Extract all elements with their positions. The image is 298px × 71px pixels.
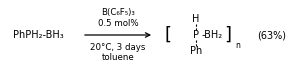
Text: [: [ [164,26,172,44]
Text: (63%): (63%) [257,30,286,40]
Text: ]: ] [224,26,232,44]
Text: PhPH₂-BH₃: PhPH₂-BH₃ [13,30,63,40]
Text: P: P [193,30,199,40]
Text: H: H [192,14,200,24]
Text: 0.5 mol%: 0.5 mol% [98,19,138,27]
Text: toluene: toluene [102,54,134,62]
Text: -BH₂: -BH₂ [202,30,223,40]
Text: 20°C, 3 days: 20°C, 3 days [90,43,146,51]
Text: B(C₆F₅)₃: B(C₆F₅)₃ [101,9,135,17]
Text: n: n [235,40,240,49]
Text: Ph: Ph [190,46,202,56]
